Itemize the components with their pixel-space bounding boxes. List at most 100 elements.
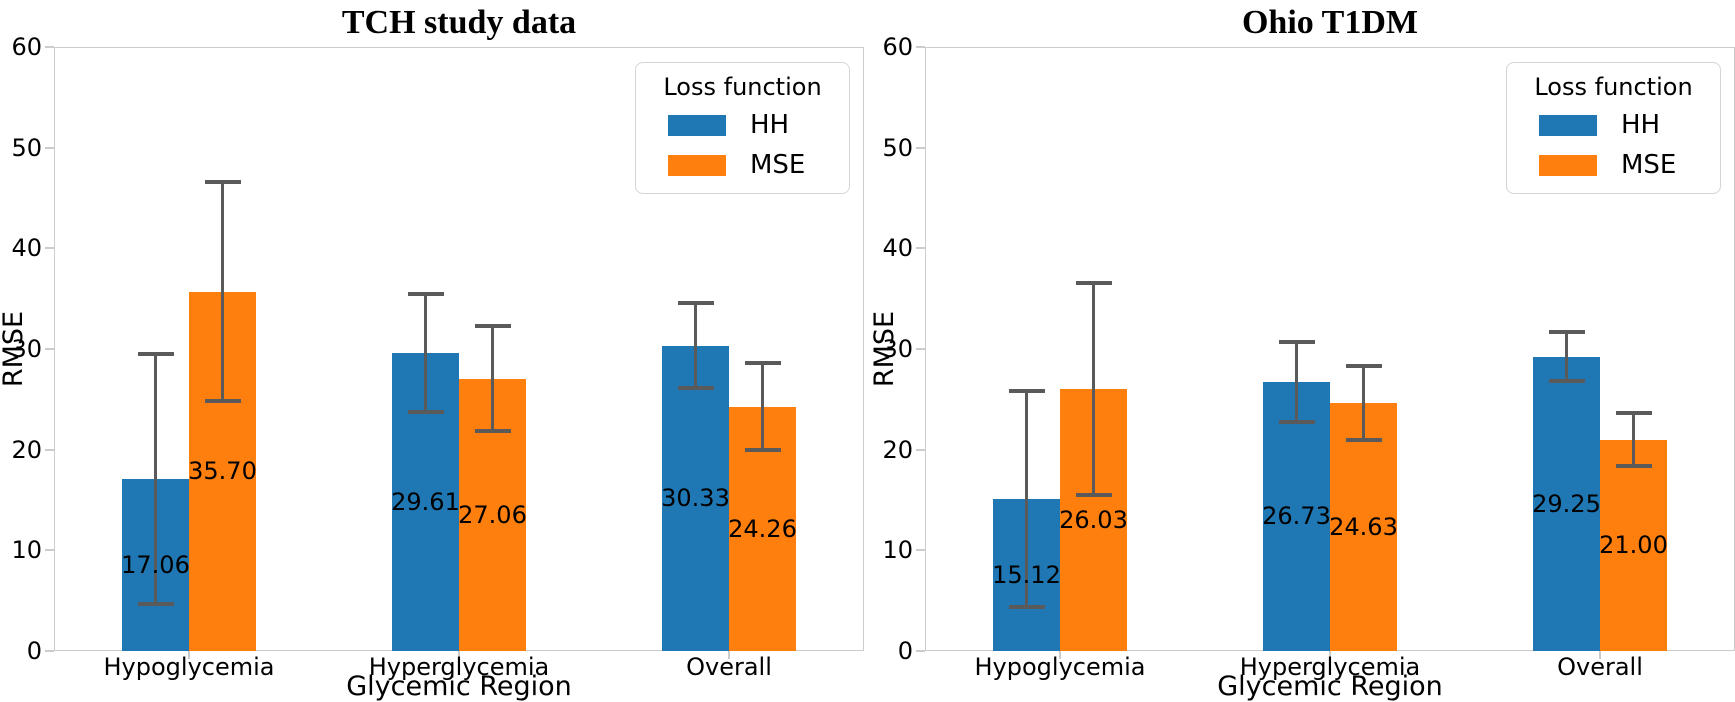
x-tick-label-hypoglycemia: Hypoglycemia	[103, 653, 275, 681]
bar-value-label: 21.00	[1599, 531, 1668, 560]
error-bar-cap-top	[677, 301, 714, 306]
y-tick-label: 60	[882, 33, 913, 61]
legend-item-hh: HH	[1507, 107, 1720, 143]
x-tick-label-overall: Overall	[1557, 653, 1643, 681]
error-bar-line	[221, 181, 224, 402]
y-tick-label: 40	[11, 234, 42, 263]
y-tick-mark	[45, 146, 54, 149]
bar-hh-overall	[662, 345, 729, 651]
y-tick-mark	[45, 650, 54, 652]
legend-item-mse: MSE	[636, 147, 849, 183]
bar-hh-overall	[1533, 356, 1600, 651]
legend-label-hh: HH	[750, 110, 790, 140]
bar-value-label: 30.33	[661, 484, 730, 513]
y-tick-mark	[45, 247, 54, 250]
bar-value-label: 26.03	[1059, 505, 1128, 534]
bar-value-label: 15.12	[992, 560, 1061, 589]
bar-value-label: 26.73	[1262, 502, 1331, 531]
x-tick-label-hypoglycemia: Hypoglycemia	[974, 653, 1146, 681]
y-tick-label: 40	[882, 234, 913, 263]
legend-label-mse: MSE	[750, 150, 806, 180]
legend-color-patch-mse	[1539, 154, 1597, 176]
y-tick-mark	[45, 448, 54, 451]
x-tick-label-hyperglycemia: Hyperglycemia	[1239, 653, 1421, 681]
legend-title: Loss function	[1534, 73, 1693, 101]
error-bar-line	[1025, 391, 1028, 607]
error-bar-line	[1295, 341, 1298, 423]
y-tick-label: 10	[11, 536, 42, 565]
error-bar-cap-bottom	[1278, 420, 1315, 425]
error-bar-cap-bottom	[1075, 492, 1112, 497]
error-bar-cap-bottom	[744, 448, 781, 453]
y-tick-mark	[45, 348, 54, 350]
error-bar-line	[1362, 365, 1365, 441]
error-bar-cap-top	[204, 179, 241, 184]
x-tick-mark	[188, 651, 190, 659]
y-tick-mark	[916, 247, 925, 250]
error-bar-cap-top	[1075, 281, 1112, 286]
legend-color-patch-mse	[668, 154, 726, 176]
x-tick-mark	[1059, 651, 1061, 659]
legend-color-patch-hh	[668, 114, 726, 136]
bar-mse-overall	[1600, 439, 1667, 651]
error-bar-cap-top	[1615, 411, 1652, 416]
error-bar-cap-top	[1345, 363, 1382, 368]
y-tick-mark	[916, 46, 925, 48]
chart-title-tch: TCH study data	[341, 4, 577, 41]
x-tick-mark	[1329, 651, 1331, 659]
legend-item-hh: HH	[636, 107, 849, 143]
error-bar-line	[761, 363, 764, 451]
x-tick-label-hyperglycemia: Hyperglycemia	[368, 653, 550, 681]
y-tick-mark	[45, 46, 54, 48]
error-bar-line	[491, 326, 494, 431]
y-tick-mark	[916, 146, 925, 149]
error-bar-cap-top	[744, 361, 781, 366]
error-bar-cap-bottom	[407, 410, 444, 415]
error-bar-line	[694, 303, 697, 388]
bar-value-label: 29.25	[1532, 489, 1601, 518]
bar-value-label: 27.06	[458, 500, 527, 529]
bar-hh-hyperglycemia	[1263, 381, 1330, 651]
y-tick-label: 20	[11, 435, 42, 464]
y-tick-label: 20	[882, 435, 913, 464]
y-tick-label: 10	[882, 536, 913, 565]
legend-color-patch-hh	[1539, 114, 1597, 136]
error-bar-cap-top	[1548, 330, 1585, 335]
y-tick-mark	[916, 448, 925, 451]
error-bar-cap-bottom	[1345, 438, 1382, 443]
y-tick-mark	[916, 650, 925, 652]
legend-label-hh: HH	[1621, 110, 1661, 140]
error-bar-cap-top	[1278, 339, 1315, 344]
y-tick-label: 50	[11, 133, 42, 162]
error-bar-cap-bottom	[677, 385, 714, 390]
chart-title-ohio: Ohio T1DM	[1241, 4, 1418, 41]
bar-value-label: 24.63	[1329, 513, 1398, 542]
y-tick-mark	[45, 549, 54, 552]
error-bar-line	[1565, 332, 1568, 381]
x-tick-mark	[458, 651, 460, 659]
error-bar-cap-top	[137, 352, 174, 357]
error-bar-line	[154, 354, 157, 605]
y-tick-mark	[916, 549, 925, 552]
error-bar-cap-bottom	[137, 602, 174, 607]
y-tick-label: 30	[882, 335, 913, 363]
error-bar-cap-top	[474, 324, 511, 329]
error-bar-cap-bottom	[204, 399, 241, 404]
x-tick-label-overall: Overall	[686, 653, 772, 681]
error-bar-cap-bottom	[1008, 604, 1045, 609]
y-tick-label: 50	[882, 133, 913, 162]
legend-box: Loss function HH MSE	[1506, 62, 1721, 194]
legend-item-mse: MSE	[1507, 147, 1720, 183]
legend-title: Loss function	[663, 73, 822, 101]
error-bar-cap-top	[1008, 389, 1045, 394]
x-axis-label-right: Glycemic Region	[1217, 671, 1443, 702]
y-tick-mark	[916, 348, 925, 350]
x-tick-mark	[728, 651, 730, 659]
x-tick-mark	[1599, 651, 1601, 659]
bar-value-label: 29.61	[391, 487, 460, 516]
y-tick-label: 0	[897, 637, 913, 665]
error-bar-line	[1632, 413, 1635, 466]
